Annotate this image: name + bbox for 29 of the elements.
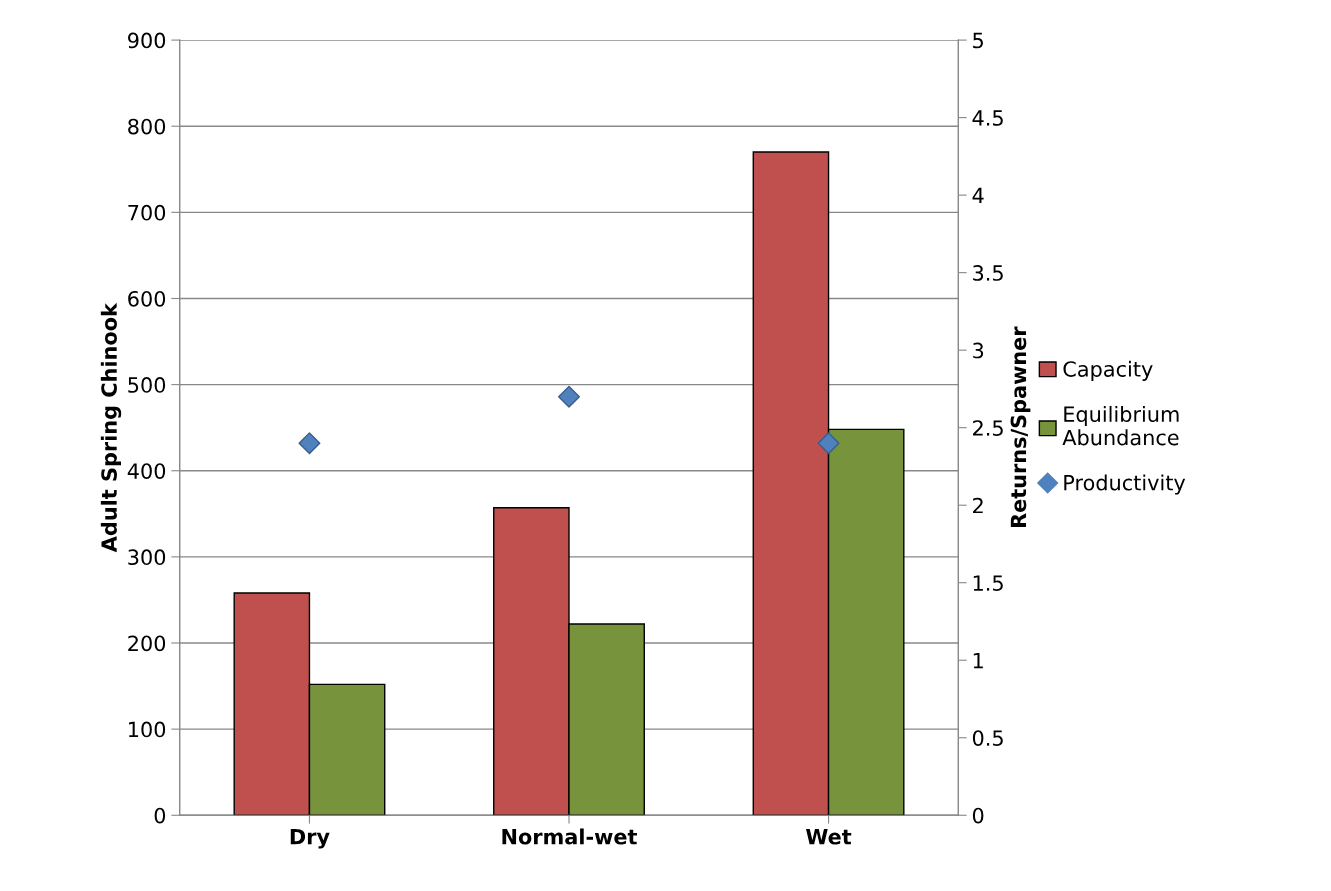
y-tick-label: 600 [128,290,166,307]
y2-tick-label: 1 [973,652,983,669]
legend-label: Equilibrium Abundance [1062,405,1179,446]
x-tick-label: Dry [290,828,330,849]
y2-tick-label: 2 [973,497,983,514]
legend-label: Productivity [1064,474,1186,495]
y2-tick-label: 4 [972,187,984,204]
x-tick-label: Wet [806,829,852,845]
y-tick-label: 100 [129,721,166,738]
y2-tick-label: 0.5 [972,730,1003,746]
y2-tick-label: 4.5 [972,110,1003,126]
y-tick-label: 700 [128,204,166,221]
y2-tick-label: 2.5 [973,420,1003,436]
y-tick-label: 500 [128,377,166,393]
y-tick-label: 300 [128,549,166,566]
y-tick-label: 400 [127,463,166,479]
y2-tick-label: 1.5 [973,575,1003,591]
y-tick-label: 800 [128,118,166,135]
y-tick-label: 900 [128,32,166,49]
y-tick-label: 0 [154,807,166,824]
y2-tick-label: 3.5 [973,265,1003,281]
y-axis-title: Adult Spring Chinook [100,302,122,553]
y2-tick-label: 0 [972,807,984,824]
x-tick-label: Normal-wet [502,828,637,845]
y2-axis-title: Returns/Spawner [1010,326,1031,528]
y-tick-label: 200 [128,635,166,652]
y2-tick-label: 5 [973,32,983,49]
legend-label: Capacity [1063,360,1153,381]
y2-tick-label: 3 [973,342,984,359]
